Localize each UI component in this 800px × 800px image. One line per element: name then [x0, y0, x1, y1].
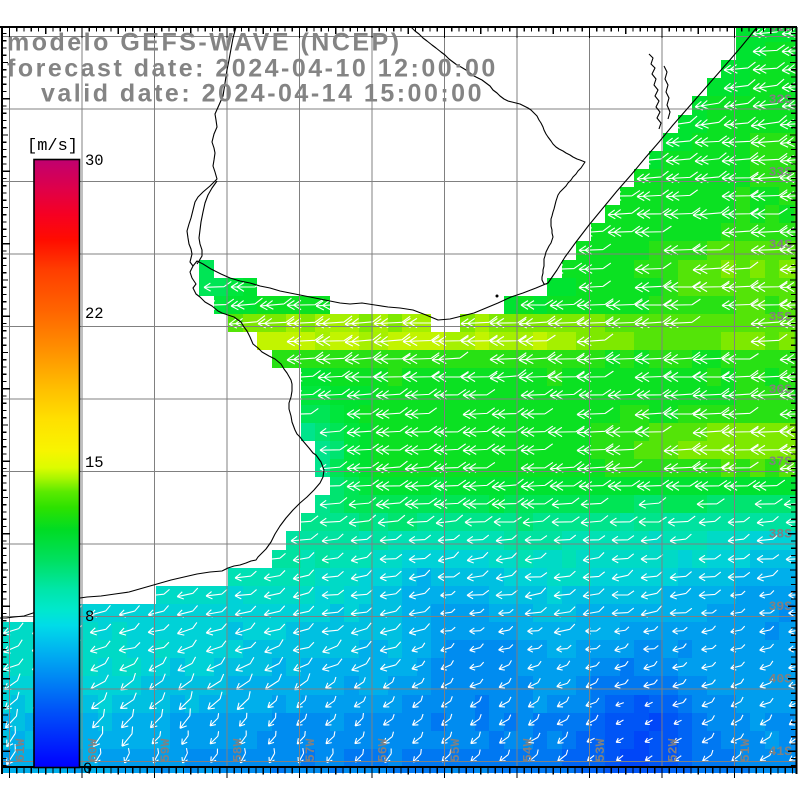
svg-text:36S: 36S: [769, 382, 793, 397]
svg-text:8: 8: [85, 608, 94, 626]
svg-text:52W: 52W: [666, 738, 681, 762]
svg-text:54W: 54W: [521, 738, 536, 762]
svg-text:15: 15: [85, 454, 104, 472]
svg-text:39S: 39S: [769, 599, 793, 614]
svg-text:53W: 53W: [593, 738, 608, 762]
svg-text:55W: 55W: [448, 738, 463, 762]
svg-text:40S: 40S: [769, 671, 793, 686]
svg-text:0: 0: [83, 760, 92, 778]
svg-text:34S: 34S: [769, 237, 793, 252]
svg-text:56W: 56W: [376, 738, 391, 762]
svg-text:38S: 38S: [769, 527, 793, 542]
svg-text:51W: 51W: [738, 738, 753, 762]
svg-text:modelo GEFS-WAVE (NCEP): modelo GEFS-WAVE (NCEP): [7, 29, 402, 57]
svg-text:32S: 32S: [769, 92, 793, 107]
svg-text:57W: 57W: [303, 738, 318, 762]
svg-text:41S: 41S: [769, 744, 793, 759]
svg-text:30: 30: [85, 152, 104, 170]
svg-text:forecast date: 2024-04-10 12:0: forecast date: 2024-04-10 12:00:00: [7, 55, 498, 83]
svg-text:61W: 61W: [13, 738, 28, 762]
svg-text:33S: 33S: [769, 165, 793, 180]
svg-text:59W: 59W: [158, 738, 173, 762]
svg-text:60W: 60W: [86, 738, 101, 762]
svg-text:22: 22: [85, 305, 104, 323]
svg-text:35S: 35S: [769, 309, 793, 324]
svg-text:37S: 37S: [769, 454, 793, 469]
svg-text:[m/s]: [m/s]: [27, 137, 78, 156]
svg-text:58W: 58W: [231, 738, 246, 762]
svg-text:valid date: 2024-04-14 15:00:0: valid date: 2024-04-14 15:00:00: [41, 80, 484, 108]
